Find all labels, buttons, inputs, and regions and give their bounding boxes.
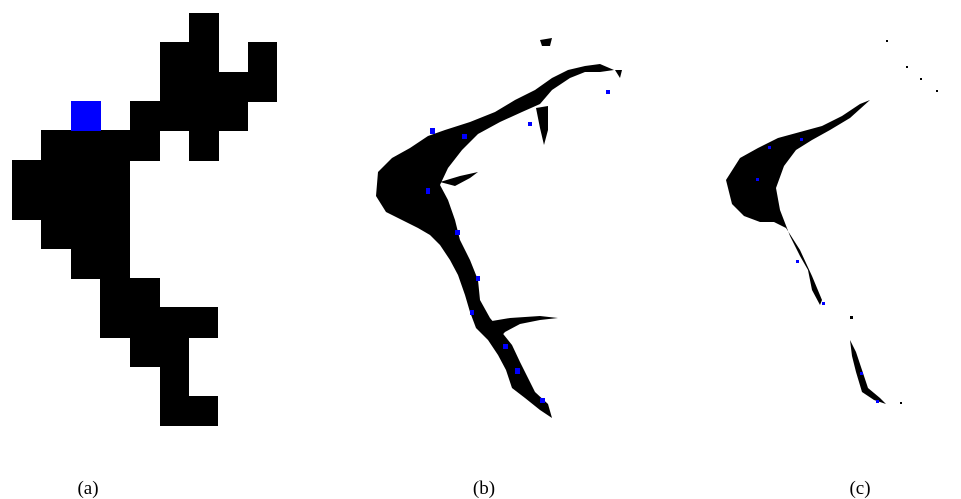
panel-caption: (b) [473,478,495,499]
panel-caption: (c) [849,478,870,499]
panel-caption: (a) [77,478,98,499]
panel-a-image [12,13,277,426]
panel-c-image [726,40,938,404]
figure: (a) (b) (c) [0,0,961,499]
page: (a) (b) (c) (() => { const data = JSON.p… [0,0,961,499]
panel-b-image [376,38,622,418]
